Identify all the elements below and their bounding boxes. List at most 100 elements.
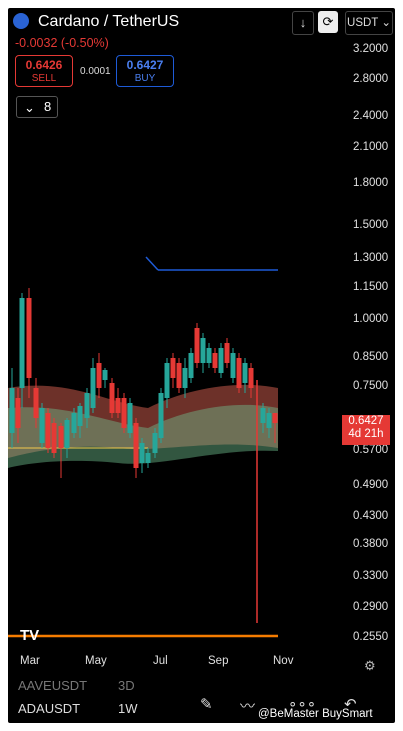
price-tick: 1.1500 xyxy=(353,281,389,293)
indicators-toggle[interactable]: ⌄ 8 xyxy=(16,96,58,118)
candle-body xyxy=(77,406,83,426)
candle-body xyxy=(121,398,127,428)
price-tick: 0.2550 xyxy=(353,631,389,643)
pencil-icon[interactable]: ✎ xyxy=(200,696,213,713)
symbol-interval: 3D xyxy=(118,678,135,693)
time-axis[interactable]: Mar May Jul Sep Nov xyxy=(8,653,395,673)
sync-button[interactable]: ⟳ xyxy=(318,11,338,33)
candle-body xyxy=(158,393,164,438)
candle-body xyxy=(96,363,102,388)
chart-screen: Cardano / TetherUS -0.0032 (-0.50%) 0.64… xyxy=(8,8,395,723)
candle-body xyxy=(133,423,139,468)
price-tick: 0.3300 xyxy=(353,570,389,582)
candle-body xyxy=(260,408,266,423)
candle-body xyxy=(115,398,121,413)
channel-band-red xyxy=(8,384,278,458)
indicator-count: 8 xyxy=(44,99,52,114)
price-tick: 1.0000 xyxy=(353,313,389,325)
price-tick: 2.8000 xyxy=(353,73,389,85)
symbol-interval: 1W xyxy=(118,701,138,716)
buy-price: 0.6427 xyxy=(126,58,164,72)
more-icon[interactable]: ∘∘∘ xyxy=(288,696,317,713)
candle-body xyxy=(242,363,248,383)
tradingview-logo: TV xyxy=(20,627,39,644)
time-label: Mar xyxy=(20,655,40,667)
candle-body xyxy=(127,403,133,433)
candle-body xyxy=(19,298,25,388)
current-price-label: 0.6427 4d 21h xyxy=(342,415,390,445)
quote-currency-label: USDT xyxy=(347,17,379,29)
quote-currency-dropdown[interactable]: USDT ⌄ xyxy=(345,11,393,35)
price-tick: 1.3000 xyxy=(353,252,389,264)
sell-button[interactable]: 0.6426 SELL xyxy=(15,55,73,87)
candle-body xyxy=(71,413,77,433)
current-price: 0.6427 xyxy=(348,415,384,427)
chart-area[interactable]: TV xyxy=(8,8,339,648)
trend-line-upper xyxy=(145,256,159,271)
candle-body xyxy=(266,413,272,428)
candle-body xyxy=(58,426,64,448)
candle-body xyxy=(84,393,90,418)
price-tick: 0.4900 xyxy=(353,479,389,491)
price-tick: 0.2900 xyxy=(353,601,389,613)
candle-body xyxy=(9,388,15,433)
candle-body xyxy=(182,368,188,388)
price-tick: 0.8500 xyxy=(353,351,389,363)
time-label: May xyxy=(85,655,107,667)
header: Cardano / TetherUS -0.0032 (-0.50%) 0.64… xyxy=(8,8,395,118)
page-title: Cardano / TetherUS xyxy=(38,13,180,30)
candle-body xyxy=(33,388,39,418)
price-tick: 0.4300 xyxy=(353,510,389,522)
watermark: @BeMaster BuySmart xyxy=(258,708,373,720)
candle-body xyxy=(230,353,236,378)
candle-body xyxy=(152,433,158,453)
undo-icon[interactable]: ↶ xyxy=(344,696,357,713)
candle-body xyxy=(102,370,108,380)
price-tick: 1.5000 xyxy=(353,219,389,231)
candle-body xyxy=(206,348,212,363)
candle-body xyxy=(224,343,230,363)
price-tick: 2.1000 xyxy=(353,141,389,153)
candles xyxy=(9,288,278,478)
candle-body xyxy=(236,358,242,388)
buy-label: BUY xyxy=(134,73,156,84)
time-label: Jul xyxy=(153,655,168,667)
sell-label: SELL xyxy=(31,73,57,84)
price-tick: 1.8000 xyxy=(353,177,389,189)
price-tick: 0.5700 xyxy=(353,444,389,456)
candle-body xyxy=(194,328,200,363)
price-tick: 3.2000 xyxy=(353,43,389,55)
price-tick: 0.7500 xyxy=(353,380,389,392)
candle-body xyxy=(64,420,70,448)
symbol-name[interactable]: AAVEUSDT xyxy=(18,678,88,693)
bar-countdown: 4d 21h xyxy=(348,428,384,440)
spread-value: 0.0001 xyxy=(80,66,111,77)
price-axis[interactable]: 3.2000 2.8000 2.4000 2.1000 1.8000 1.5000 1.30… xyxy=(339,8,395,648)
candle-body xyxy=(26,298,32,378)
candle-body xyxy=(45,413,51,448)
price-change: -0.0032 (-0.50%) xyxy=(15,36,109,50)
drawing-tools-icon[interactable]: 〰 xyxy=(240,698,256,715)
candle-body xyxy=(139,443,145,463)
cardano-logo xyxy=(13,13,29,29)
candle-body xyxy=(109,383,115,413)
candle-body xyxy=(15,398,21,428)
bottom-bar: AAVEUSDT 3D ADAUSDT 1W xyxy=(8,673,395,723)
candle-body xyxy=(272,413,278,423)
candle-body xyxy=(188,353,194,378)
price-tick: 0.3800 xyxy=(353,538,389,550)
time-label: Nov xyxy=(273,655,294,667)
candle-body xyxy=(90,368,96,408)
gear-icon[interactable]: ⚙ xyxy=(364,658,376,673)
candle-body xyxy=(164,363,170,398)
candle-body xyxy=(200,338,206,363)
candle-body xyxy=(39,408,45,443)
sell-price: 0.6426 xyxy=(25,58,63,72)
candle-body xyxy=(170,358,176,378)
price-tick: 2.4000 xyxy=(353,110,389,122)
download-arrow-button[interactable]: ↓ xyxy=(292,11,314,35)
candle-body xyxy=(218,348,224,373)
time-label: Sep xyxy=(208,655,229,667)
buy-button[interactable]: 0.6427 BUY xyxy=(116,55,174,87)
symbol-name[interactable]: ADAUSDT xyxy=(18,701,81,716)
